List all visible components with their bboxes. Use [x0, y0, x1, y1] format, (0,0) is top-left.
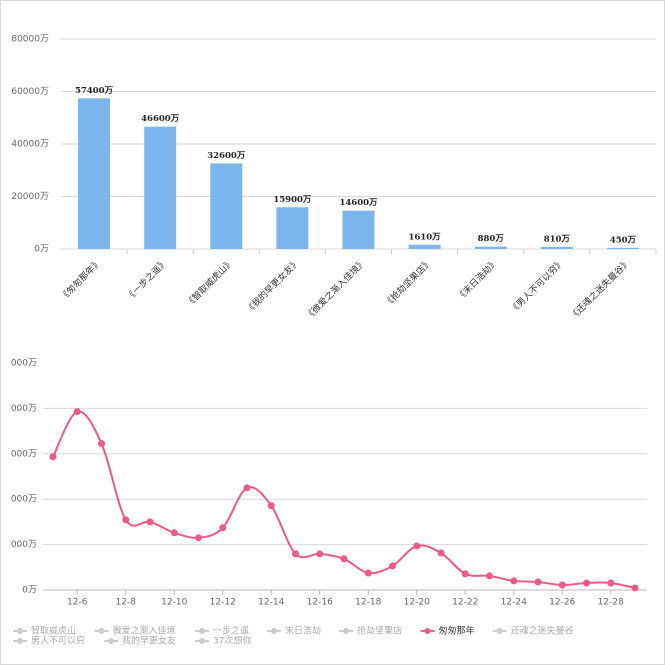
point [364, 569, 372, 577]
legend-marker [424, 628, 431, 634]
point [122, 516, 130, 524]
point [73, 408, 81, 416]
value-label: 14600万 [339, 198, 378, 208]
x-tick-label: 12-18 [355, 598, 381, 608]
value-label: 32600万 [207, 151, 246, 161]
bar [606, 247, 639, 249]
legend-label[interactable]: 37次想你 [213, 635, 251, 647]
y-tick-label: 80000万 [11, 35, 49, 45]
y-tick-label: 000万 [11, 404, 37, 414]
bar [210, 163, 243, 249]
y-tick-label: 60000万 [11, 87, 49, 97]
point [316, 550, 324, 558]
bar [78, 98, 111, 249]
y-tick-label: 20000万 [11, 192, 49, 202]
point [292, 550, 299, 558]
y-tick-label: 000万 [11, 449, 37, 459]
value-label: 46600万 [141, 114, 180, 124]
x-tick-label: 12-16 [307, 598, 333, 608]
bar [276, 207, 309, 249]
point [340, 555, 348, 563]
point [195, 534, 202, 542]
point [510, 577, 518, 585]
point [413, 542, 421, 550]
x-tick-label: 12-22 [452, 598, 478, 608]
point [583, 579, 590, 587]
legend-marker [496, 628, 503, 634]
x-tick-label: 《抢劫坚果店》 [381, 256, 434, 309]
x-tick-label: 12-12 [210, 598, 236, 608]
legend-marker [199, 628, 205, 634]
legend-label[interactable]: 微爱之渐入佳境 [113, 625, 176, 637]
legend-label[interactable]: 抢劫坚果店 [357, 625, 402, 637]
bar [144, 126, 177, 249]
point [558, 581, 566, 589]
point [170, 529, 178, 537]
x-tick-label: 《微爱之渐入佳境》 [303, 256, 369, 322]
point [146, 518, 154, 526]
x-tick-label: 12-28 [598, 598, 624, 608]
y-tick-label: 000万 [11, 495, 37, 505]
legend-marker [271, 628, 277, 634]
point [437, 549, 445, 557]
bar [408, 244, 441, 249]
x-tick-label: 《一步之遥》 [123, 256, 170, 303]
x-tick-label: 《末日浩劫》 [454, 256, 501, 303]
point [486, 572, 493, 580]
legend-marker [17, 638, 23, 644]
point [389, 562, 396, 570]
x-tick-label: 12-14 [258, 598, 284, 608]
x-tick-label: 《智取威虎山》 [183, 256, 236, 309]
y-tick-label: 0万 [22, 586, 37, 596]
legend-label[interactable]: 匆匆那年 [439, 625, 475, 637]
x-tick-label: 《匆匆那年》 [57, 256, 104, 303]
value-label: 57400万 [75, 86, 114, 96]
point [243, 484, 251, 492]
value-label: 1610万 [409, 232, 442, 242]
legend-label[interactable]: 男人不可以穷 [31, 635, 85, 647]
legend-marker [108, 638, 114, 644]
y-tick-label: 40000万 [11, 140, 49, 150]
legend-label[interactable]: 一步之遥 [213, 625, 249, 637]
legend-marker [343, 628, 349, 634]
y-tick-label: 000万 [11, 359, 37, 369]
legend-label[interactable]: 还魂之迷失曼谷 [511, 625, 574, 637]
y-tick-label: 0万 [34, 245, 49, 255]
legend-label[interactable]: 智取威虎山 [31, 625, 76, 637]
value-label: 810万 [544, 234, 571, 244]
y-tick-label: 000万 [11, 540, 37, 550]
x-tick-label: 《男人不可以穷》 [507, 256, 566, 315]
x-tick-label: 12-6 [67, 598, 88, 608]
value-label: 450万 [610, 235, 637, 245]
bar [342, 210, 375, 249]
point [461, 570, 469, 578]
value-label: 15900万 [273, 195, 312, 205]
x-tick-label: 12-24 [501, 598, 527, 608]
legend-marker [98, 628, 105, 634]
x-tick-label: 《还魂之迷失曼谷》 [567, 256, 633, 322]
point [98, 440, 105, 448]
legend-marker [199, 638, 205, 644]
x-tick-label: 12-10 [161, 598, 187, 608]
x-tick-label: 12-26 [549, 598, 575, 608]
bar [540, 246, 573, 249]
point [49, 453, 57, 461]
x-tick-label: 《我的早更女友》 [243, 256, 302, 315]
point [534, 578, 542, 586]
legend-marker [17, 628, 23, 634]
point [631, 584, 639, 592]
point [607, 579, 615, 587]
bar [474, 246, 507, 249]
legend-label[interactable]: 我的早更女友 [122, 635, 176, 647]
point [267, 502, 275, 510]
x-tick-label: 12-8 [116, 598, 137, 608]
x-tick-label: 12-20 [404, 598, 430, 608]
legend-label[interactable]: 末日浩劫 [285, 625, 321, 637]
point [219, 524, 227, 532]
value-label: 880万 [478, 234, 505, 244]
